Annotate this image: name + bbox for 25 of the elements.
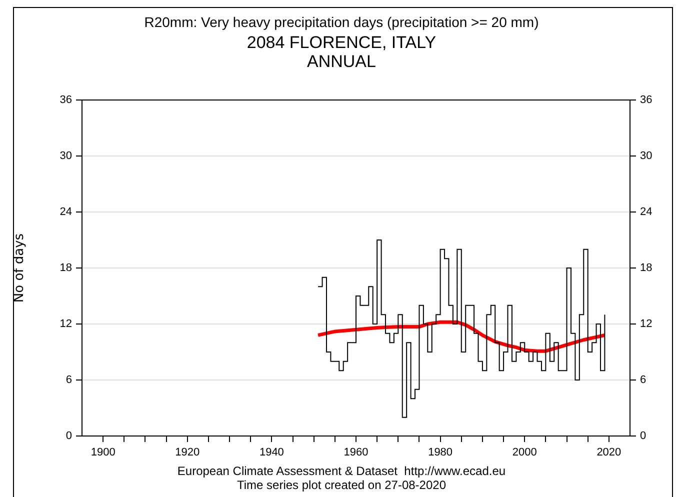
x-tick-label: 1920	[175, 446, 200, 459]
x-tick-label: 2020	[596, 446, 622, 459]
x-tick-label: 1900	[90, 446, 116, 459]
chart-title: R20mm: Very heavy precipitation days (precipitation >= 20 mm)	[143, 14, 540, 30]
y2-tick-label: 24	[640, 206, 652, 218]
y-tick-label: 30	[60, 150, 72, 162]
x-tick-label: 2000	[512, 446, 537, 459]
y-tick-label: 24	[60, 206, 72, 218]
y-tick-label: 36	[60, 94, 72, 106]
y2-tick-label: 30	[640, 150, 652, 162]
x-tick-label: 1980	[428, 446, 453, 459]
y2-tick-label: 12	[640, 318, 652, 330]
y-tick-label: 6	[66, 374, 72, 386]
y2-tick-label: 18	[640, 262, 652, 274]
x-tick-label: 1940	[259, 446, 284, 459]
y-tick-label: 18	[60, 262, 72, 274]
chart-subtitle: 2084 FLORENCE, ITALY ANNUAL	[246, 33, 438, 71]
y-tick-label: 12	[60, 318, 72, 330]
y2-tick-label: 0	[640, 430, 646, 442]
y2-tick-label: 36	[640, 94, 652, 106]
text: European Climate Assessment & Dataset http://www.ecad.eu	[176, 464, 507, 478]
text: Time series plot created on 27-08-2020	[236, 478, 447, 492]
y-tick-label: 0	[66, 430, 72, 442]
y2-tick-label: 6	[640, 374, 646, 386]
x-tick-label: 1960	[344, 446, 368, 459]
